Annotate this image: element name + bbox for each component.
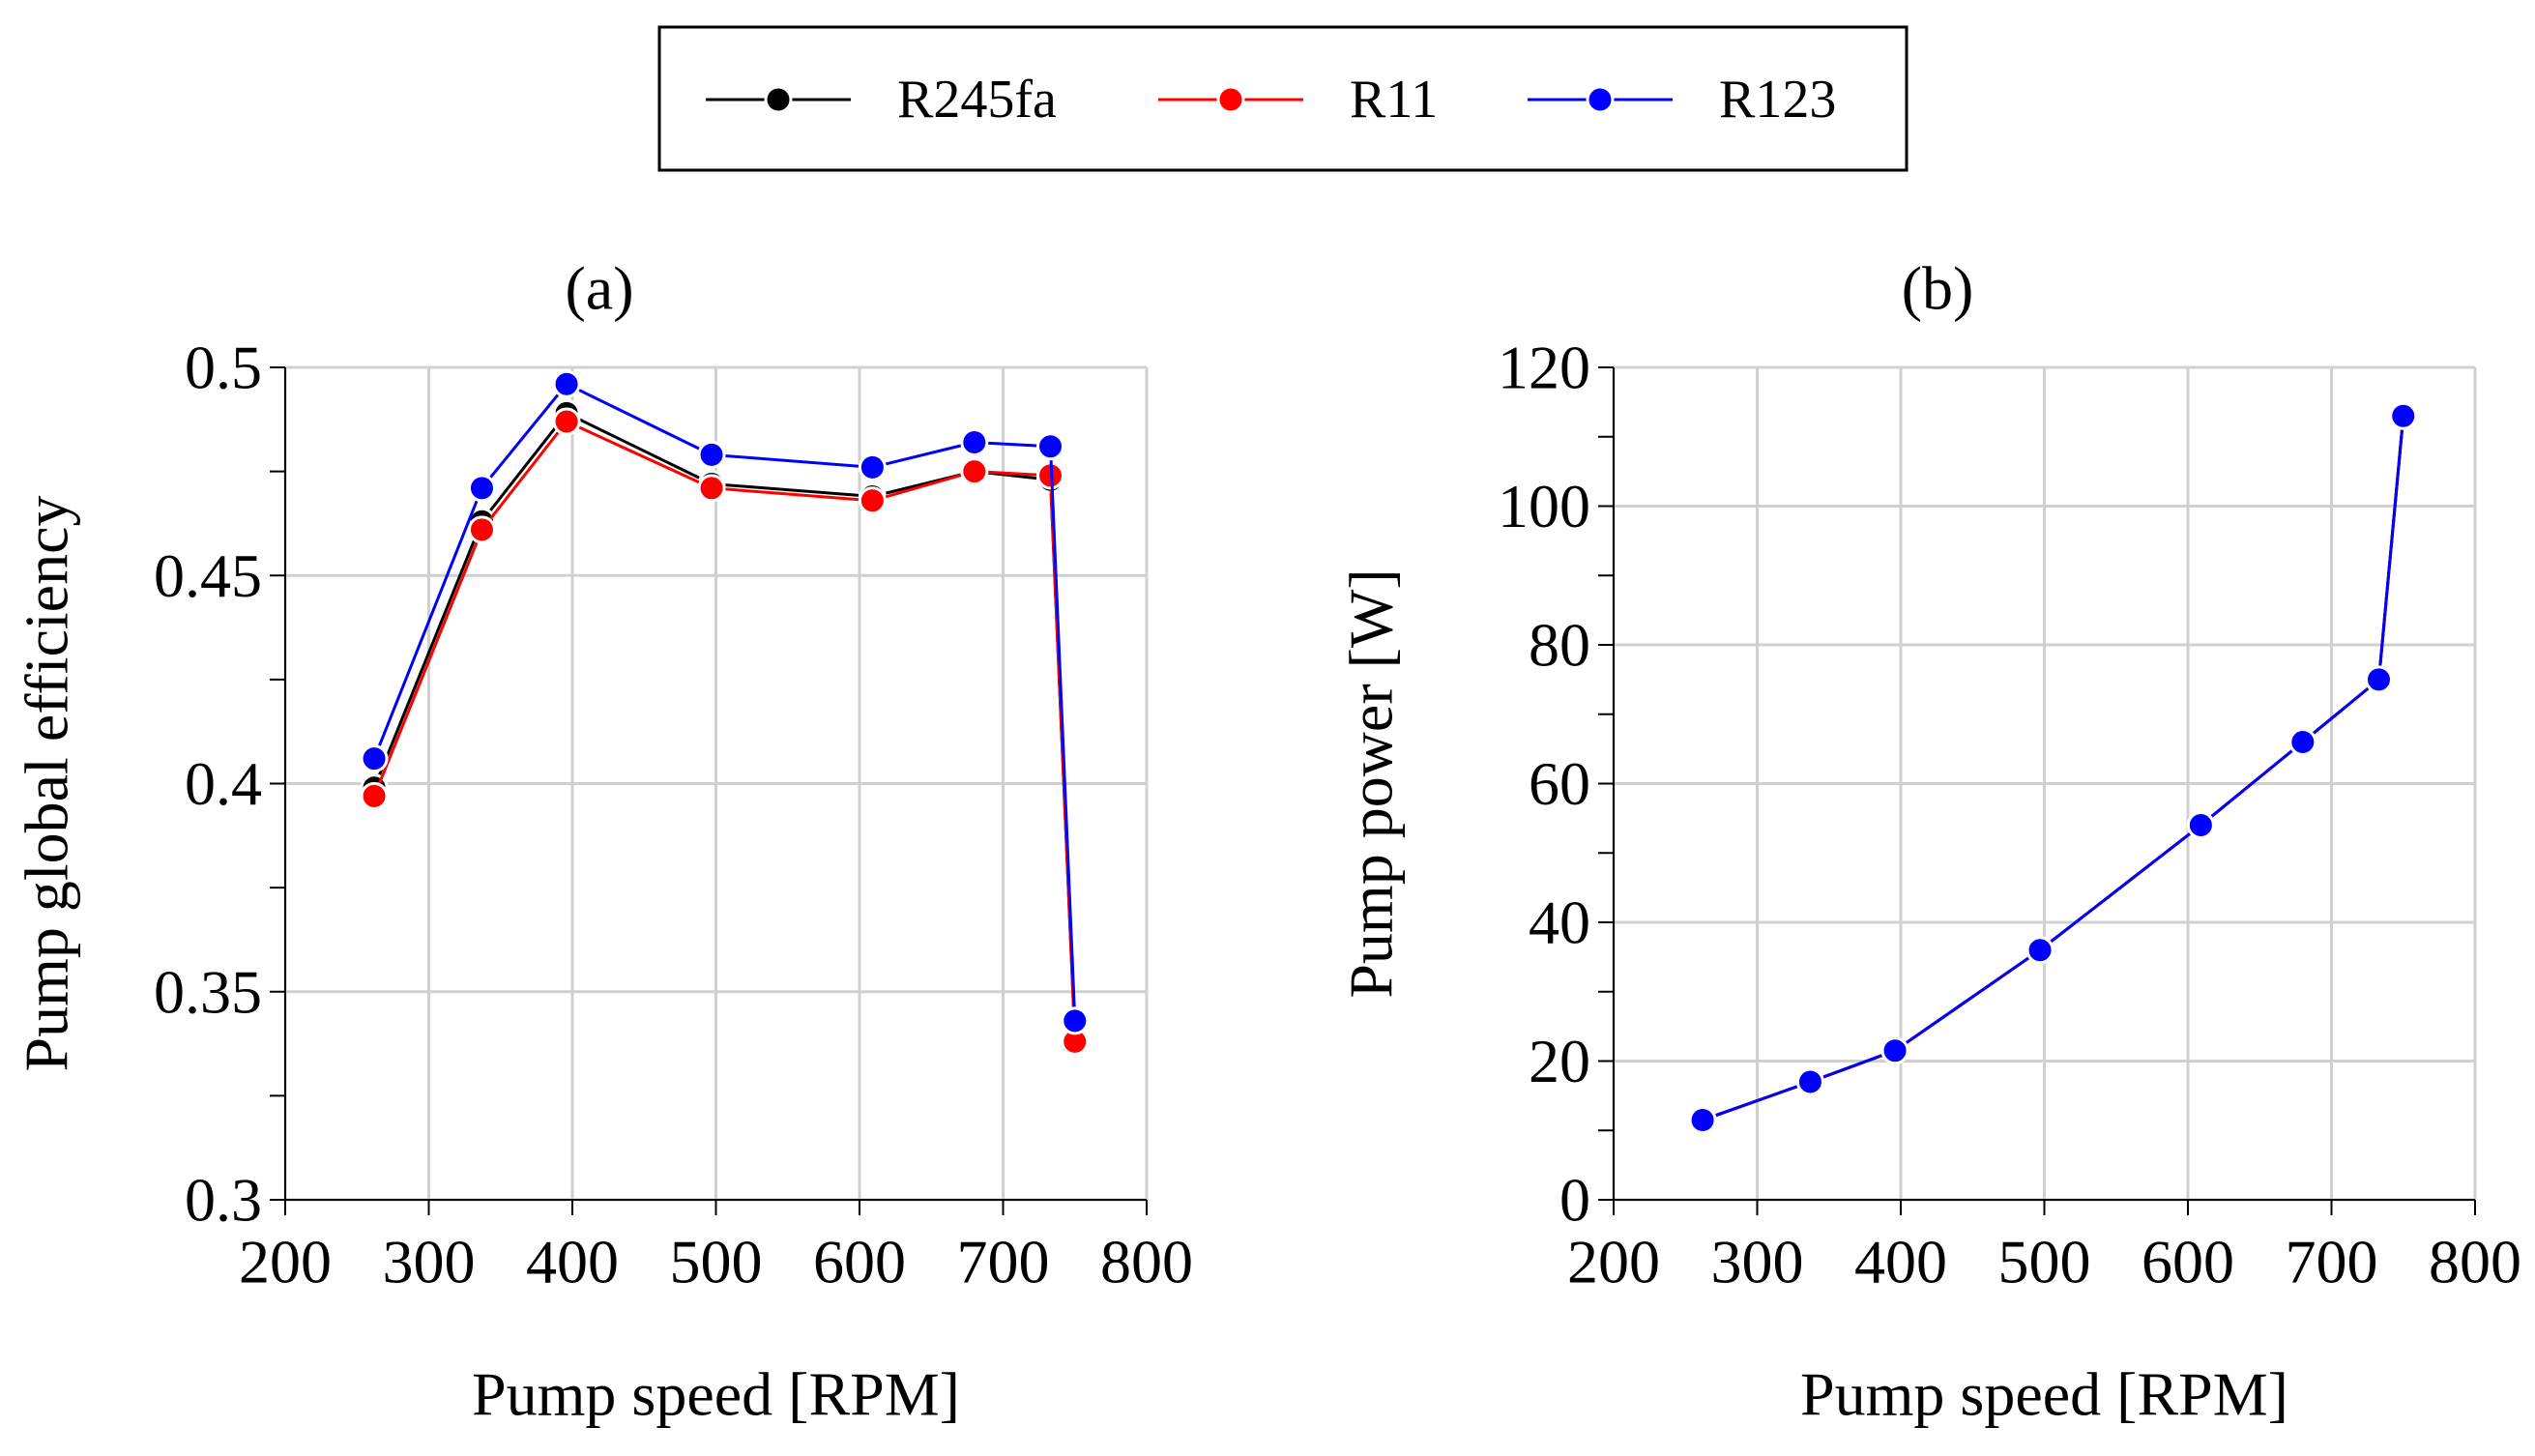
series-line-r123 — [1702, 416, 2405, 1121]
y-tick-label: 120 — [1498, 334, 1590, 402]
data-point-r11 — [697, 474, 726, 503]
legend-label-r11: R11 — [1350, 70, 1438, 130]
data-point-r123 — [1688, 1105, 1717, 1134]
x-tick-label: 500 — [670, 1228, 763, 1296]
x-tick-label: 800 — [2429, 1228, 2521, 1296]
x-tick-label: 300 — [383, 1228, 476, 1296]
data-point-r123 — [552, 369, 581, 398]
legend: R245fa R11 R123 — [657, 25, 1909, 172]
data-point-r123 — [1795, 1067, 1824, 1096]
panel-title: (b) — [1902, 254, 1974, 323]
legend-item-r245fa: R245fa — [706, 70, 1057, 130]
y-axis-title: Pump power [W] — [1337, 568, 1406, 998]
legend-item-r123: R123 — [1528, 70, 1836, 130]
y-tick-label: 0.35 — [154, 957, 262, 1026]
y-tick-label: 80 — [1529, 611, 1590, 680]
y-tick-label: 0.5 — [185, 334, 262, 402]
series-line-r245fa — [372, 411, 1077, 1038]
legend-label-r245fa: R245fa — [897, 70, 1057, 130]
series-r123 — [1688, 401, 2418, 1134]
data-point-r11 — [360, 781, 389, 810]
data-point-r123 — [2288, 727, 2317, 756]
panel-a-efficiency-chart: 200 300 400 500 600 700 800 0.3 0.35 0.4 0.45 0.5 (a… — [13, 254, 1194, 1429]
x-axis-title: Pump speed [RPM] — [472, 1360, 960, 1429]
x-tick-label: 200 — [1567, 1228, 1660, 1296]
x-tick-label: 400 — [526, 1228, 619, 1296]
data-point-r123 — [858, 452, 887, 481]
data-point-r123 — [2389, 401, 2418, 430]
data-point-r123 — [2186, 811, 2215, 840]
data-point-r11 — [467, 515, 496, 544]
legend-item-r11: R11 — [1158, 70, 1438, 130]
x-tick-label: 700 — [957, 1228, 1050, 1296]
data-point-r11 — [552, 407, 581, 436]
legend-label-r123: R123 — [1719, 70, 1836, 130]
data-point-r123 — [1061, 1006, 1090, 1035]
panel-title: (a) — [565, 254, 633, 323]
y-tick-label: 20 — [1529, 1027, 1590, 1095]
series-line-r245fa — [1702, 416, 2405, 1121]
x-tick-label: 300 — [1711, 1228, 1804, 1296]
x-tick-label: 600 — [813, 1228, 906, 1296]
data-point-r123 — [960, 427, 989, 456]
data-point-r123 — [1036, 432, 1065, 461]
y-tick-label: 0.45 — [154, 541, 262, 610]
data-point-r123 — [697, 440, 726, 469]
data-point-r123 — [360, 744, 389, 773]
y-tick-label: 100 — [1498, 472, 1590, 540]
x-tick-label: 400 — [1854, 1228, 1947, 1296]
data-point-r123 — [2365, 665, 2394, 694]
x-axis-title: Pump speed [RPM] — [1800, 1360, 2288, 1429]
y-tick-label: 40 — [1529, 888, 1590, 957]
series-line-r11 — [1702, 416, 2405, 1121]
series-r123 — [360, 369, 1090, 1035]
y-tick-label: 0.4 — [185, 749, 262, 818]
y-tick-label: 0 — [1559, 1166, 1590, 1235]
legend-swatch-marker — [1216, 85, 1245, 114]
panel-b-power-chart: 200 300 400 500 600 700 800 0 20 40 60 80 100 120 (b) P… — [1337, 254, 2522, 1429]
x-tick-label: 700 — [2286, 1228, 2378, 1296]
x-tick-label: 200 — [239, 1228, 332, 1296]
legend-swatch-marker — [1586, 85, 1615, 114]
data-point-r123 — [1880, 1036, 1909, 1065]
x-tick-label: 600 — [2142, 1228, 2234, 1296]
data-point-r11 — [960, 457, 989, 486]
series-r245fa — [1688, 401, 2418, 1134]
data-point-r123 — [467, 474, 496, 503]
y-tick-label: 60 — [1529, 749, 1590, 818]
series-r11 — [1688, 401, 2418, 1134]
legend-swatch-marker — [764, 85, 793, 114]
data-point-r123 — [2025, 936, 2054, 965]
series-r245fa — [360, 398, 1090, 1052]
y-axis-title: Pump global efficiency — [13, 496, 81, 1072]
series-r11 — [360, 407, 1090, 1056]
x-tick-label: 500 — [1998, 1228, 2091, 1296]
data-point-r11 — [858, 486, 887, 515]
y-tick-label: 0.3 — [185, 1166, 262, 1235]
x-tick-label: 800 — [1100, 1228, 1193, 1296]
